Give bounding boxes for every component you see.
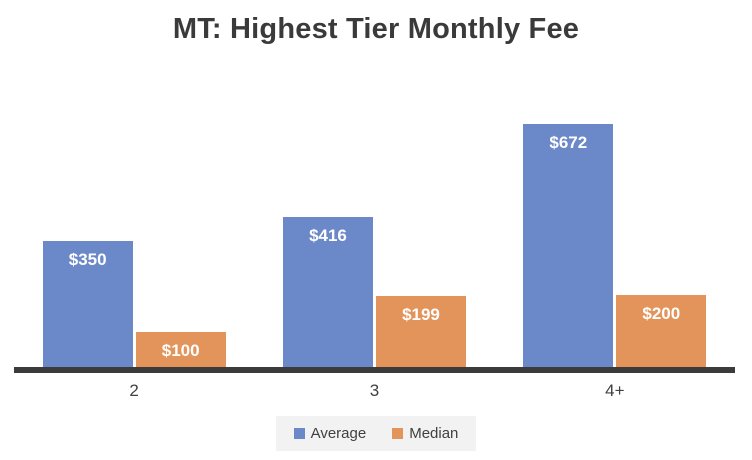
bar-average-2: $350 bbox=[42, 241, 133, 368]
bar-median-3: $199 bbox=[375, 296, 466, 368]
bar-median-4+: $200 bbox=[616, 295, 707, 368]
bar-average-4+: $672 bbox=[523, 124, 614, 368]
legend-container: Average Median bbox=[0, 416, 752, 451]
legend-label: Average bbox=[310, 425, 367, 442]
x-axis-labels: 2 3 4+ bbox=[14, 381, 735, 401]
bar-group-3: $416 $199 bbox=[254, 88, 494, 368]
legend-swatch-icon bbox=[293, 428, 305, 439]
bar-group-2: $350 $100 bbox=[14, 88, 254, 368]
legend: Average Median bbox=[275, 416, 477, 451]
bar-group-4+: $672 $200 bbox=[495, 88, 735, 368]
legend-item-average: Average bbox=[293, 425, 367, 442]
legend-swatch-icon bbox=[392, 428, 404, 439]
data-label: $200 bbox=[642, 304, 681, 323]
x-axis-line bbox=[14, 367, 735, 373]
data-label: $350 bbox=[68, 250, 107, 269]
data-label: $672 bbox=[549, 133, 588, 152]
x-tick-label-4+: 4+ bbox=[605, 381, 625, 400]
legend-label: Median bbox=[409, 425, 459, 442]
x-tick-label-2: 2 bbox=[129, 381, 139, 400]
chart-title: MT: Highest Tier Monthly Fee bbox=[172, 13, 580, 45]
data-label: $416 bbox=[309, 226, 347, 245]
legend-item-median: Median bbox=[392, 425, 458, 442]
bar-median-2: $100 bbox=[135, 332, 226, 368]
x-tick-label-3: 3 bbox=[369, 381, 380, 400]
plot-area: $350 $100 $416 $199 $672 $200 bbox=[14, 88, 735, 368]
data-label: $199 bbox=[402, 305, 440, 324]
data-label: $100 bbox=[161, 341, 200, 360]
bar-average-3: $416 bbox=[282, 217, 373, 368]
